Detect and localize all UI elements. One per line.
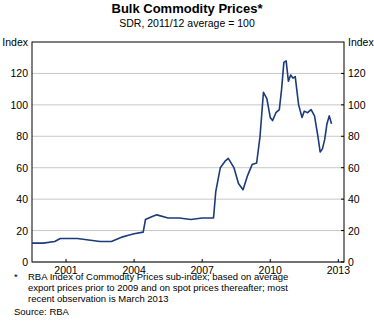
plot-area (32, 61, 332, 243)
grid-line (32, 167, 344, 168)
plot-frame (32, 42, 344, 262)
grid-line (32, 104, 344, 105)
y-tick-label: 80 (16, 130, 28, 142)
subtitle: SDR, 2011/12 average = 100 (119, 17, 255, 29)
footnote-marker: * (14, 271, 18, 282)
y-tick-label: 120 (10, 67, 28, 79)
y-tick-label: 40 (16, 193, 28, 205)
y-label: Index (2, 36, 28, 48)
source: Source: RBA (14, 306, 70, 317)
footnote-line: export prices prior to 2009 and on spot … (28, 282, 288, 293)
y-tick-label: 100 (10, 99, 28, 111)
title: Bulk Commodity Prices* (112, 1, 264, 16)
chart: Bulk Commodity Prices*SDR, 2011/12 avera… (0, 0, 374, 322)
grid-line (32, 199, 344, 200)
grid-line (32, 230, 344, 231)
footnote-line: recent observation is March 2013 (28, 293, 168, 304)
y2-tick-label: 100 (348, 99, 366, 111)
y-tick-label: 60 (16, 162, 28, 174)
y2-tick-label: 80 (348, 130, 360, 142)
x-tick-label: 2013 (327, 264, 351, 276)
footnote-line: RBA Index of Commodity Prices sub-index;… (28, 271, 288, 282)
y2-label: Index (348, 36, 374, 48)
y2-tick-label: 60 (348, 162, 360, 174)
y-tick-label: 20 (16, 225, 28, 237)
y2-tick-label: 40 (348, 193, 360, 205)
y2-tick-label: 120 (348, 67, 366, 79)
y-tick-label: 0 (22, 256, 28, 268)
grid-line (32, 73, 344, 74)
grid-line (32, 136, 344, 137)
y2-tick-label: 20 (348, 225, 360, 237)
series-line (32, 61, 332, 243)
